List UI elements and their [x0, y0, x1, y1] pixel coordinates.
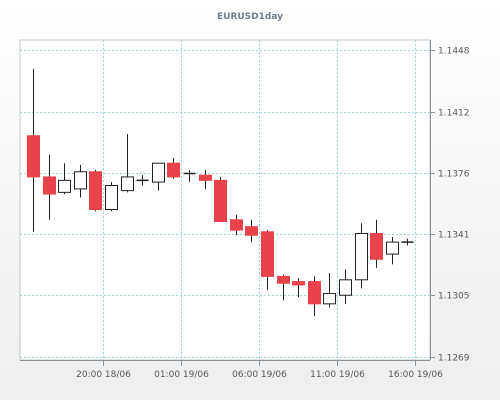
y-tick-label: 1.1269	[438, 354, 470, 364]
candle	[74, 164, 87, 198]
y-axis: 1.1448 1.1412 1.1376 1.1341 1.1305 1.1269	[430, 40, 470, 364]
candle	[152, 162, 165, 191]
y-tick-label: 1.1341	[438, 231, 470, 241]
candle-body	[199, 174, 212, 181]
candle	[89, 170, 102, 212]
candle	[199, 170, 212, 189]
candle-body	[308, 281, 321, 305]
y-tick-label: 1.1448	[438, 47, 470, 57]
candle-body	[214, 179, 227, 223]
candle	[339, 269, 352, 304]
candle	[27, 68, 40, 232]
candle	[261, 230, 274, 291]
candle	[43, 154, 56, 220]
candle	[323, 272, 336, 308]
candle	[183, 170, 196, 183]
candle-body	[277, 275, 290, 284]
candle-body	[27, 135, 40, 178]
candle	[121, 134, 134, 193]
candle	[370, 219, 383, 268]
candle-body	[58, 179, 71, 193]
candle	[355, 223, 368, 289]
x-tick-label: 11:00 19/06	[310, 370, 365, 380]
candle-body	[230, 219, 243, 231]
candle	[386, 236, 399, 265]
y-tick-label: 1.1376	[438, 170, 470, 180]
candle	[214, 176, 227, 223]
x-tick-label: 01:00 19/06	[154, 370, 209, 380]
candle	[277, 274, 290, 301]
y-tick-label: 1.1412	[438, 109, 470, 119]
candle-body	[245, 226, 258, 236]
candle	[245, 219, 258, 243]
candle	[230, 214, 243, 236]
candle-body	[292, 281, 305, 286]
candle-body	[370, 233, 383, 260]
candle	[58, 163, 71, 195]
candle-body	[355, 233, 368, 281]
chart-title: EURUSD1day	[216, 12, 283, 22]
candle-body	[323, 293, 336, 305]
candles	[27, 68, 414, 316]
candle	[136, 175, 149, 186]
candle-body	[74, 171, 87, 190]
candle	[105, 182, 118, 212]
candle-body	[105, 184, 118, 211]
x-tick-label: 16:00 19/06	[388, 370, 443, 380]
candle	[292, 278, 305, 297]
candle-body	[121, 176, 134, 192]
candle	[401, 238, 414, 246]
x-axis: 20:00 18/06 01:00 19/06 06:00 19/06 11:00 1…	[20, 360, 443, 380]
candle-body	[386, 241, 399, 255]
grid-lines	[20, 40, 430, 360]
x-tick-label: 20:00 18/06	[76, 370, 131, 380]
candle-body	[89, 171, 102, 211]
candle-body	[167, 162, 180, 178]
candle	[167, 158, 180, 179]
candle-body	[43, 176, 56, 195]
candle-body	[339, 279, 352, 296]
candle-body	[152, 162, 165, 183]
candle-body	[261, 231, 274, 277]
candle	[308, 276, 321, 316]
x-tick-label: 06:00 19/06	[232, 370, 287, 380]
y-tick-label: 1.1305	[438, 292, 470, 302]
